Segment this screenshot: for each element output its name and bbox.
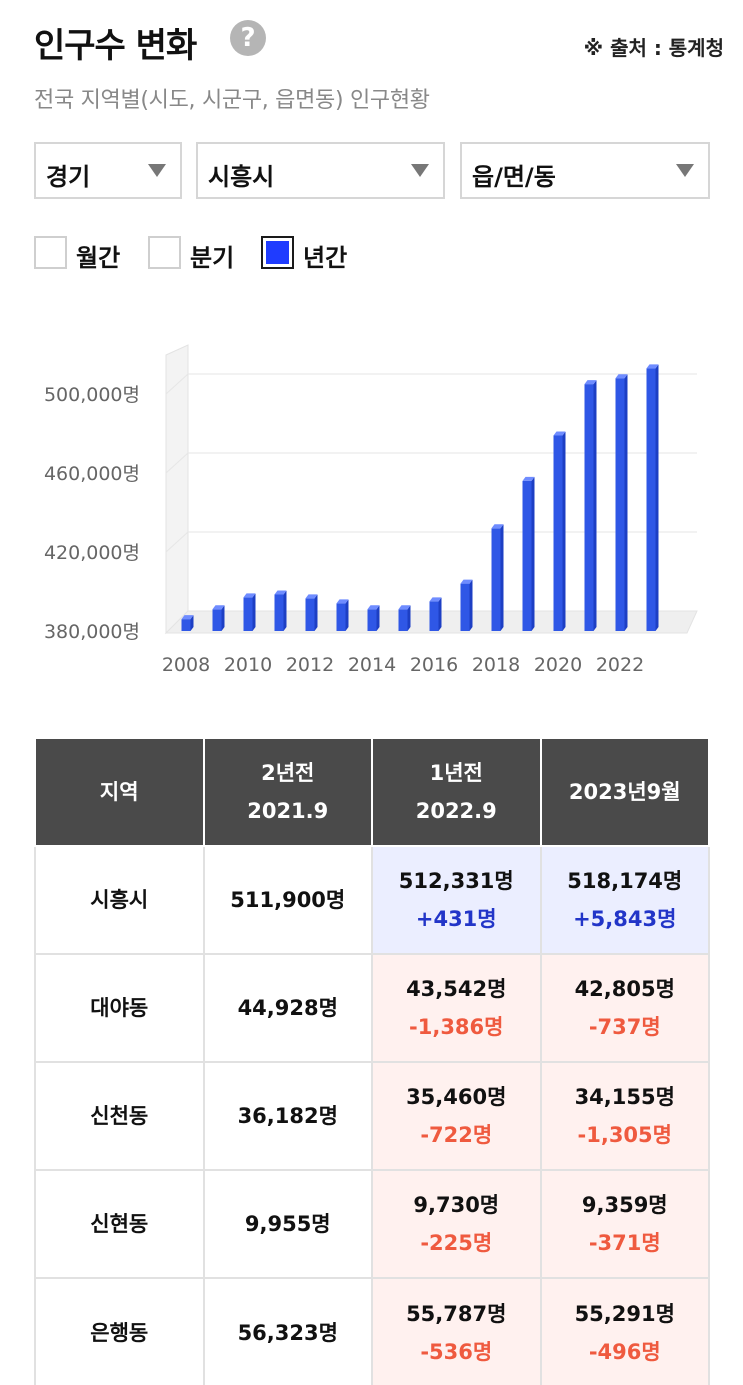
chart-bar xyxy=(553,431,566,631)
header-current: 2023년9월 xyxy=(539,737,710,847)
region-cell: 시흥시 xyxy=(34,845,205,955)
population-bar-chart: 380,000명 420,000명 460,000명 500,000명 2008 201… xyxy=(44,344,698,676)
city-select[interactable]: 시흥시 xyxy=(196,142,445,199)
province-select-value: 경기 xyxy=(46,163,91,191)
table-row: 은행동 56,323명 55,787명 -536명 55,291명 -496명 xyxy=(34,1277,710,1385)
chart-bar xyxy=(336,599,349,631)
source-note: ※ 출처 : 통계청 xyxy=(583,36,724,60)
chart-bar xyxy=(429,597,442,631)
chart-bar xyxy=(243,593,256,631)
chart-bar xyxy=(615,374,628,631)
y-tick-label: 500,000명 xyxy=(44,384,140,406)
chart-bars xyxy=(181,364,659,631)
chart-bar xyxy=(367,605,380,631)
two-years-ago-cell: 511,900명 xyxy=(202,845,373,955)
region-cell: 신현동 xyxy=(34,1169,205,1279)
period-monthly-option[interactable]: 월간 xyxy=(34,236,134,272)
chart-bar xyxy=(491,524,504,631)
x-tick-label: 2012 xyxy=(286,654,334,676)
header-two-years-ago: 2년전 2021.9 xyxy=(202,737,373,847)
chart-gridline xyxy=(165,452,189,474)
chart-bar xyxy=(646,364,659,631)
x-tick-label: 2010 xyxy=(224,654,272,676)
chart-bar xyxy=(274,590,287,631)
current-cell: 34,155명 -1,305명 xyxy=(539,1061,710,1171)
chart-bar xyxy=(584,380,597,631)
x-tick-label: 2008 xyxy=(162,654,210,676)
page-title: 인구수 변화 xyxy=(34,26,197,66)
dong-select-value: 읍/면/동 xyxy=(472,163,556,191)
table-row: 신천동 36,182명 35,460명 -722명 34,155명 -1,305명 xyxy=(34,1061,710,1171)
one-year-ago-cell: 512,331명 +431명 xyxy=(371,845,542,955)
two-years-ago-cell: 44,928명 xyxy=(202,953,373,1063)
region-cell: 신천동 xyxy=(34,1061,205,1171)
chevron-down-icon xyxy=(411,164,429,177)
x-tick-label: 2016 xyxy=(410,654,458,676)
period-monthly-checkbox[interactable] xyxy=(34,236,67,269)
page-subtitle: 전국 지역별(시도, 시군구, 읍면동) 인구현황 xyxy=(34,88,430,113)
chart-bar xyxy=(212,605,225,631)
chart-y-axis: 380,000명 420,000명 460,000명 500,000명 xyxy=(44,384,140,643)
y-tick-label: 380,000명 xyxy=(44,621,140,643)
period-quarterly-checkbox[interactable] xyxy=(148,236,181,269)
region-cell: 대야동 xyxy=(34,953,205,1063)
table-row: 대야동 44,928명 43,542명 -1,386명 42,805명 -737명 xyxy=(34,953,710,1063)
city-select-value: 시흥시 xyxy=(208,163,275,191)
header-region: 지역 xyxy=(34,737,205,847)
y-tick-label: 420,000명 xyxy=(44,542,140,564)
period-quarterly-option[interactable]: 분기 xyxy=(148,236,248,272)
dong-select[interactable]: 읍/면/동 xyxy=(460,142,710,199)
chart-bar xyxy=(398,605,411,631)
two-years-ago-cell: 56,323명 xyxy=(202,1277,373,1385)
chart-bar xyxy=(460,579,473,631)
chart-bar xyxy=(305,594,318,631)
population-table: 지역 2년전 2021.9 1년전 2022.9 2023년9월 시흥시 511,9… xyxy=(34,737,710,1385)
period-yearly-option[interactable]: 년간 xyxy=(261,236,361,272)
y-tick-label: 460,000명 xyxy=(44,463,140,485)
period-yearly-label: 년간 xyxy=(303,244,348,272)
chart-bar xyxy=(181,615,194,631)
current-cell: 518,174명 +5,843명 xyxy=(539,845,710,955)
one-year-ago-cell: 43,542명 -1,386명 xyxy=(371,953,542,1063)
chart-side-wall xyxy=(165,344,189,635)
x-tick-label: 2022 xyxy=(596,654,644,676)
current-cell: 42,805명 -737명 xyxy=(539,953,710,1063)
checked-fill xyxy=(266,241,289,264)
chevron-down-icon xyxy=(148,164,166,177)
two-years-ago-cell: 9,955명 xyxy=(202,1169,373,1279)
period-quarterly-label: 분기 xyxy=(190,244,235,272)
region-cell: 은행동 xyxy=(34,1277,205,1385)
table-row: 신현동 9,955명 9,730명 -225명 9,359명 -371명 xyxy=(34,1169,710,1279)
one-year-ago-cell: 55,787명 -536명 xyxy=(371,1277,542,1385)
chevron-down-icon xyxy=(676,164,694,177)
help-icon[interactable]: ? xyxy=(230,20,266,56)
chart-bar xyxy=(522,476,535,631)
header: 인구수 변화 ? ※ 출처 : 통계청 xyxy=(34,14,724,66)
period-yearly-checkbox[interactable] xyxy=(261,236,294,269)
province-select[interactable]: 경기 xyxy=(34,142,182,199)
current-cell: 55,291명 -496명 xyxy=(539,1277,710,1385)
x-tick-label: 2020 xyxy=(534,654,582,676)
one-year-ago-cell: 35,460명 -722명 xyxy=(371,1061,542,1171)
current-cell: 9,359명 -371명 xyxy=(539,1169,710,1279)
table-header-row: 지역 2년전 2021.9 1년전 2022.9 2023년9월 xyxy=(34,737,710,847)
one-year-ago-cell: 9,730명 -225명 xyxy=(371,1169,542,1279)
x-tick-label: 2014 xyxy=(348,654,396,676)
period-monthly-label: 월간 xyxy=(76,244,121,272)
chart-x-axis: 2008 2010 2012 2014 2016 2018 2020 2022 xyxy=(162,654,644,676)
chart-gridline xyxy=(165,373,189,395)
x-tick-label: 2018 xyxy=(472,654,520,676)
table-row: 시흥시 511,900명 512,331명 +431명 518,174명 +5,84… xyxy=(34,845,710,955)
two-years-ago-cell: 36,182명 xyxy=(202,1061,373,1171)
chart-gridline xyxy=(165,531,189,553)
header-one-year-ago: 1년전 2022.9 xyxy=(371,737,542,847)
